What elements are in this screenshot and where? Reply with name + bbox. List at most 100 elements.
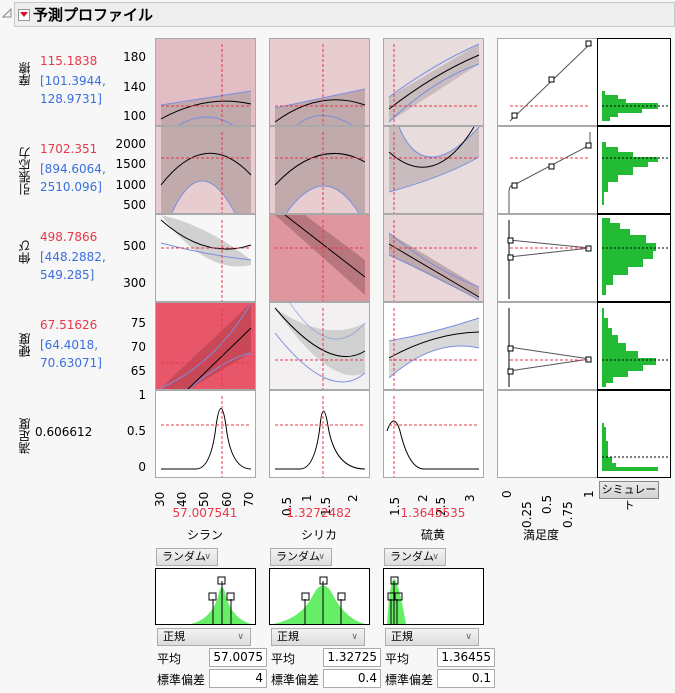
profile-plot-friction-sulfur[interactable] — [383, 38, 484, 126]
factor-value-sulfur[interactable]: 1.3645535 — [400, 506, 466, 520]
y-tick: 75 — [130, 316, 146, 330]
mean-input-sulfur[interactable]: 1.36455 — [437, 648, 495, 667]
desirability-function-tensile[interactable] — [497, 126, 598, 214]
x-tick: 70 — [242, 491, 256, 507]
response-name-friction: 摩擦 — [18, 62, 32, 86]
random-mode-dropdown-silica[interactable]: ランダム ∨ — [270, 548, 332, 566]
sd-input-silane[interactable]: 4 — [209, 669, 267, 688]
dropdown-label: 正規 — [391, 630, 413, 643]
desirability-value: 0.606612 — [35, 425, 93, 439]
x-tick: 1 — [300, 494, 314, 502]
dropdown-label: 正規 — [277, 630, 299, 643]
x-tick: 40 — [175, 491, 189, 507]
random-mode-dropdown-silane[interactable]: ランダム ∨ — [156, 548, 218, 566]
outline-header: 予測プロファイル — [14, 2, 675, 27]
distribution-plot-silane[interactable] — [155, 568, 256, 625]
profile-plot-tensile-silane[interactable] — [155, 126, 256, 214]
response-ci-low: [894.6064, — [40, 162, 106, 176]
profile-plot-hardness-sulfur[interactable] — [383, 302, 484, 390]
response-ci-high: 128.9731] — [40, 92, 102, 106]
x-tick: 0 — [500, 490, 514, 498]
desirability-function-elongation[interactable] — [497, 214, 598, 302]
desirability-function-friction[interactable] — [497, 38, 598, 126]
x-tick: 0.25 — [520, 501, 534, 528]
mean-label: 平均 — [157, 652, 182, 666]
simulate-button[interactable]: シミュレート — [599, 481, 659, 512]
response-name-desirability: 満足度 — [18, 418, 32, 454]
x-tick: 60 — [220, 491, 234, 507]
sim-histogram-friction — [597, 38, 671, 126]
x-tick: 2 — [346, 494, 360, 502]
mean-input-silica[interactable]: 1.32725 — [323, 648, 381, 667]
distribution-plot-sulfur[interactable] — [383, 568, 484, 625]
response-value: 67.51626 — [40, 318, 98, 332]
profile-plot-desirability-silane[interactable] — [155, 390, 256, 478]
random-mode-dropdown-sulfur[interactable]: ランダム ∨ — [384, 548, 446, 566]
y-tick: 1500 — [115, 157, 146, 171]
response-name-tensile: 引張応力 — [18, 147, 32, 195]
dropdown-label: ランダム — [276, 550, 320, 563]
profile-plot-tensile-sulfur[interactable] — [383, 126, 484, 214]
distribution-type-dropdown-silica[interactable]: 正規 ∨ — [271, 628, 365, 646]
collapse-triangle-icon[interactable] — [2, 8, 12, 18]
factor-name-sulfur: 硫黄 — [420, 528, 445, 542]
mean-input-silane[interactable]: 57.0075 — [209, 648, 267, 667]
x-tick: 3 — [463, 494, 477, 502]
profile-plot-elongation-silica[interactable] — [269, 214, 370, 302]
profile-plot-friction-silane[interactable] — [155, 38, 256, 126]
page-title: 予測プロファイル — [33, 6, 154, 24]
response-ci-low: [101.3944, — [40, 74, 106, 88]
sd-label: 標準偏差 — [271, 673, 320, 687]
distribution-type-dropdown-sulfur[interactable]: 正規 ∨ — [385, 628, 479, 646]
y-tick: 1 — [138, 388, 146, 402]
sim-histogram-desirability — [597, 390, 671, 478]
red-triangle-menu-icon[interactable] — [18, 8, 30, 21]
chevron-down-icon: ∨ — [465, 632, 472, 642]
profile-plot-hardness-silica[interactable] — [269, 302, 370, 390]
mean-label: 平均 — [385, 652, 410, 666]
mean-label: 平均 — [271, 652, 296, 666]
desirability-function-hardness[interactable] — [497, 302, 598, 390]
y-tick: 1000 — [115, 178, 146, 192]
chevron-down-icon: ∨ — [318, 552, 325, 562]
y-tick: 100 — [123, 109, 146, 123]
factor-name-silane: シラン — [186, 528, 223, 542]
y-tick: 140 — [123, 80, 146, 94]
y-tick: 70 — [130, 340, 146, 354]
profile-plot-desirability-silica[interactable] — [269, 390, 370, 478]
response-value: 498.7866 — [40, 230, 98, 244]
factor-name-silica: シリカ — [300, 528, 337, 542]
factor-value-silane[interactable]: 57.007541 — [172, 506, 238, 520]
y-tick: 0 — [138, 460, 146, 474]
distribution-type-dropdown-silane[interactable]: 正規 ∨ — [157, 628, 251, 646]
profile-plot-friction-silica[interactable] — [269, 38, 370, 126]
profile-plot-elongation-silane[interactable] — [155, 214, 256, 302]
sd-label: 標準偏差 — [385, 673, 434, 687]
response-value: 115.1838 — [40, 54, 98, 68]
profile-plot-hardness-silane[interactable] — [155, 302, 256, 390]
chevron-down-icon: ∨ — [204, 552, 211, 562]
profile-plot-tensile-silica[interactable] — [269, 126, 370, 214]
distribution-plot-silica[interactable] — [269, 568, 370, 625]
y-tick: 300 — [123, 276, 146, 290]
sd-input-silica[interactable]: 0.4 — [323, 669, 381, 688]
profile-plot-elongation-sulfur[interactable] — [383, 214, 484, 302]
factor-value-silica[interactable]: 1.3272482 — [286, 506, 352, 520]
response-ci-high: 2510.096] — [40, 180, 102, 194]
x-tick: 0.5 — [540, 494, 554, 514]
profile-plot-desirability-sulfur[interactable] — [383, 390, 484, 478]
sd-input-sulfur[interactable]: 0.1 — [437, 669, 495, 688]
response-name-hardness: 硬度 — [18, 333, 32, 357]
chevron-down-icon: ∨ — [351, 632, 358, 642]
x-tick: 0.75 — [561, 501, 575, 528]
x-tick: 2 — [416, 494, 430, 502]
x-tick: 50 — [197, 491, 211, 507]
response-ci-high: 549.285] — [40, 268, 95, 282]
dropdown-label: 正規 — [163, 630, 185, 643]
sim-histogram-hardness — [597, 302, 671, 390]
response-ci-low: [448.2882, — [40, 250, 106, 264]
chevron-down-icon: ∨ — [432, 552, 439, 562]
response-ci-low: [64.4018, — [40, 338, 99, 352]
sd-label: 標準偏差 — [157, 673, 206, 687]
x-tick: 1 — [582, 490, 596, 498]
